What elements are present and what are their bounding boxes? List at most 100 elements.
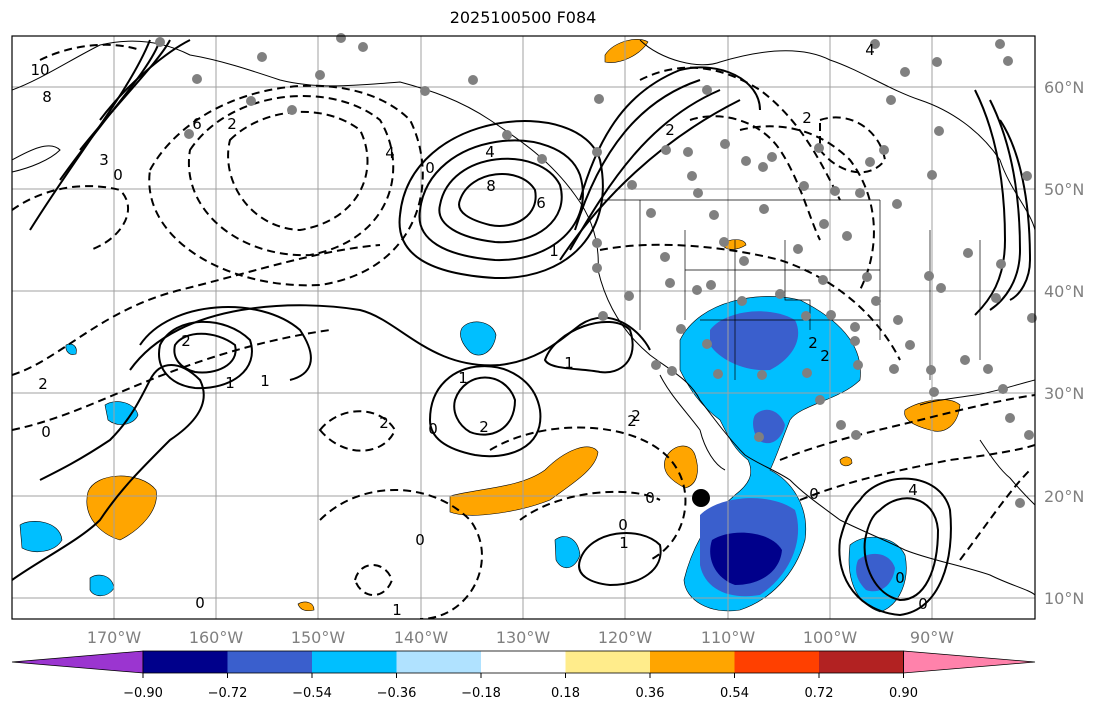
colorbar-tick-label: 0.36 xyxy=(636,686,665,701)
contour-label: 1 xyxy=(619,534,629,552)
negative-anomaly-region xyxy=(19,521,63,553)
colorbar-tick-label: 0.54 xyxy=(720,686,749,701)
contour-label: 2 xyxy=(181,332,191,350)
contour-label: 2 xyxy=(227,115,237,133)
latitude-labels: 60°N 50°N 40°N 30°N 20°N 10°N xyxy=(1044,78,1084,608)
contour-label: 6 xyxy=(536,194,546,212)
latitude-label: 40°N xyxy=(1044,282,1084,301)
storm-center-marker xyxy=(692,489,710,507)
colorbar-swatch xyxy=(565,651,650,673)
positive-anomaly-region xyxy=(664,445,698,489)
contour-label: 1 xyxy=(260,372,270,390)
strong-negative-anomaly-region xyxy=(710,311,799,371)
colorbar-swatch xyxy=(227,651,312,673)
contour-label: 0 xyxy=(809,485,819,503)
contour-label: 0 xyxy=(428,420,438,438)
contour-label: 0 xyxy=(113,166,123,184)
contour-label: 2 xyxy=(38,375,48,393)
contour-label: 4 xyxy=(865,41,875,59)
station-markers xyxy=(155,33,1037,508)
positive-anomaly-region xyxy=(449,446,599,516)
state-borders xyxy=(600,199,981,380)
contour-label: 0 xyxy=(425,159,435,177)
contour-label: 8 xyxy=(486,177,496,195)
contour-label: 10 xyxy=(30,61,49,79)
negative-anomaly-region xyxy=(554,536,581,568)
colorbar-tick-label: −0.90 xyxy=(123,686,163,701)
latitude-label: 20°N xyxy=(1044,487,1084,506)
negative-contours xyxy=(12,43,1035,619)
colorbar-swatch xyxy=(734,651,819,673)
contour-label: 1 xyxy=(564,354,574,372)
positive-anomaly-region xyxy=(297,601,315,612)
contour-label: 1 xyxy=(392,601,402,619)
colorbar-max-extension xyxy=(903,650,1036,674)
contour-label: 2 xyxy=(802,109,812,127)
latitude-label: 60°N xyxy=(1044,78,1084,97)
contour-label: 1 xyxy=(549,242,559,260)
contour-label: 1 xyxy=(225,374,235,392)
latitude-label: 30°N xyxy=(1044,384,1084,403)
contour-label: 2 xyxy=(631,407,641,425)
colorbar-tick-label: −0.72 xyxy=(208,686,248,701)
contour-label: 0 xyxy=(645,489,655,507)
latitude-label: 50°N xyxy=(1044,180,1084,199)
positive-anomaly-region xyxy=(604,39,649,63)
contour-label: 4 xyxy=(385,144,395,162)
longitude-label: 110°W xyxy=(701,628,756,647)
longitude-label: 150°W xyxy=(291,628,346,647)
colorbar-swatch xyxy=(143,651,228,673)
colorbar-swatch xyxy=(650,651,735,673)
colorbar-tick-label: −0.36 xyxy=(377,686,417,701)
map-frame xyxy=(11,35,1036,620)
contour-label: 2 xyxy=(665,121,675,139)
contour-label: 2 xyxy=(820,347,830,365)
colorbar-swatch xyxy=(481,651,566,673)
colorbar-tick-label: 0.18 xyxy=(551,686,580,701)
contour-label: 0 xyxy=(415,531,425,549)
longitude-label: 130°W xyxy=(496,628,551,647)
longitude-label: 90°W xyxy=(910,628,954,647)
colorbar-min-extension xyxy=(11,650,144,674)
longitude-label: 140°W xyxy=(394,628,449,647)
contour-label: 0 xyxy=(895,569,905,587)
colorbar-swatch xyxy=(819,651,904,673)
colorbar-tick-label: −0.54 xyxy=(292,686,332,701)
graticule xyxy=(12,36,1035,619)
map-title: 2025100500 F084 xyxy=(449,8,597,27)
contour-label: 0 xyxy=(41,423,51,441)
longitude-label: 100°W xyxy=(803,628,858,647)
negative-anomaly-region xyxy=(460,321,497,356)
contour-label: 6 xyxy=(192,115,202,133)
contour-label: 2 xyxy=(379,414,389,432)
longitude-label: 170°W xyxy=(87,628,142,647)
latitude-label: 10°N xyxy=(1044,589,1084,608)
colorbar-frame xyxy=(142,650,904,674)
positive-anomaly-region xyxy=(839,456,853,467)
longitude-label: 120°W xyxy=(598,628,653,647)
contour-label: 2 xyxy=(808,334,818,352)
colorbar-swatch xyxy=(396,651,481,673)
colorbar-tick-label: 0.72 xyxy=(805,686,834,701)
contour-label: 0 xyxy=(618,516,628,534)
colorbar: −0.90 −0.72 −0.54 −0.36 −0.18 0.18 0.36 0.54 0.7… xyxy=(11,650,1036,701)
negative-anomaly-region xyxy=(65,343,77,355)
colorbar-tick-label: −0.18 xyxy=(461,686,501,701)
contour-label: 0 xyxy=(918,595,928,613)
longitude-label: 160°W xyxy=(189,628,244,647)
contour-label: 8 xyxy=(42,88,52,106)
contour-label: 1 xyxy=(458,369,468,387)
contour-label: 2 xyxy=(479,418,489,436)
colorbar-tick-label: 0.90 xyxy=(889,686,918,701)
positive-contours xyxy=(12,39,1032,617)
colorbar-swatch xyxy=(312,651,397,673)
contour-label: 3 xyxy=(99,151,109,169)
shaded-anomalies xyxy=(19,39,961,613)
longitude-labels: 170°W 160°W 150°W 140°W 130°W 120°W 110°W 100°W… xyxy=(87,628,954,647)
contour-label: 2 xyxy=(627,412,637,430)
contour-label: 0 xyxy=(195,594,205,612)
contour-label: 4 xyxy=(908,481,918,499)
contour-label: 4 xyxy=(485,143,495,161)
